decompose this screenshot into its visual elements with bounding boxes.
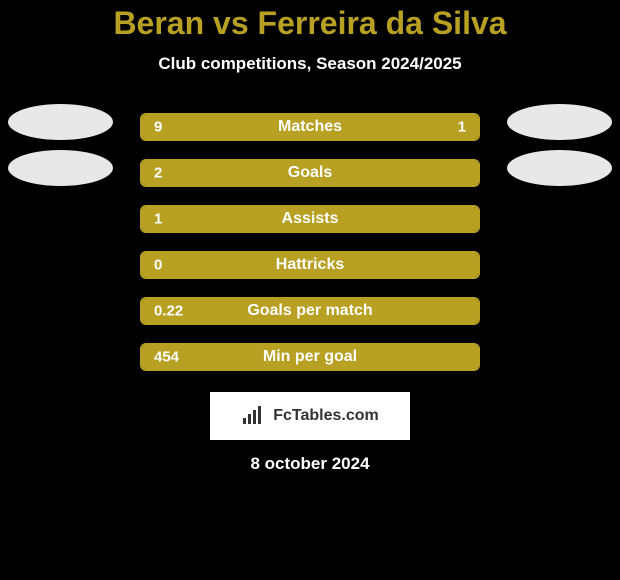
footer-attribution: FcTables.com xyxy=(210,392,410,440)
stat-label: Goals xyxy=(288,164,332,182)
stat-value-left: 0 xyxy=(154,257,162,274)
stat-row: 2 Goals xyxy=(0,150,620,196)
bar-segment-right xyxy=(404,115,478,139)
stat-bar: 0 Hattricks xyxy=(140,251,480,279)
club-logo-right xyxy=(507,150,612,186)
club-logo-right xyxy=(507,104,612,140)
chart-icon xyxy=(241,406,267,426)
stat-label: Goals per match xyxy=(247,302,372,320)
club-logo-left xyxy=(8,104,113,140)
stat-row: 0 Hattricks xyxy=(0,242,620,288)
stat-value-left: 1 xyxy=(154,211,162,228)
stat-value-left: 0.22 xyxy=(154,303,183,320)
stat-bar: 1 Assists xyxy=(140,205,480,233)
stat-bar: 9 1 Matches xyxy=(140,113,480,141)
date: 8 october 2024 xyxy=(0,454,620,474)
footer-site: FcTables.com xyxy=(273,407,379,425)
stat-value-right: 1 xyxy=(458,119,466,136)
stat-row: 454 Min per goal xyxy=(0,334,620,380)
stat-row: 9 1 Matches xyxy=(0,104,620,150)
stat-label: Matches xyxy=(278,118,342,136)
stat-bar: 454 Min per goal xyxy=(140,343,480,371)
stat-value-left: 454 xyxy=(154,349,179,366)
stat-row: 1 Assists xyxy=(0,196,620,242)
stat-label: Assists xyxy=(282,210,339,228)
stat-bar: 0.22 Goals per match xyxy=(140,297,480,325)
stat-value-left: 2 xyxy=(154,165,162,182)
stat-bar: 2 Goals xyxy=(140,159,480,187)
stat-label: Hattricks xyxy=(276,256,344,274)
subtitle: Club competitions, Season 2024/2025 xyxy=(0,54,620,74)
title: Beran vs Ferreira da Silva xyxy=(0,5,620,42)
stat-row: 0.22 Goals per match xyxy=(0,288,620,334)
club-logo-left xyxy=(8,150,113,186)
stat-value-left: 9 xyxy=(154,119,162,136)
bar-segment-left xyxy=(142,115,404,139)
stat-label: Min per goal xyxy=(263,348,357,366)
